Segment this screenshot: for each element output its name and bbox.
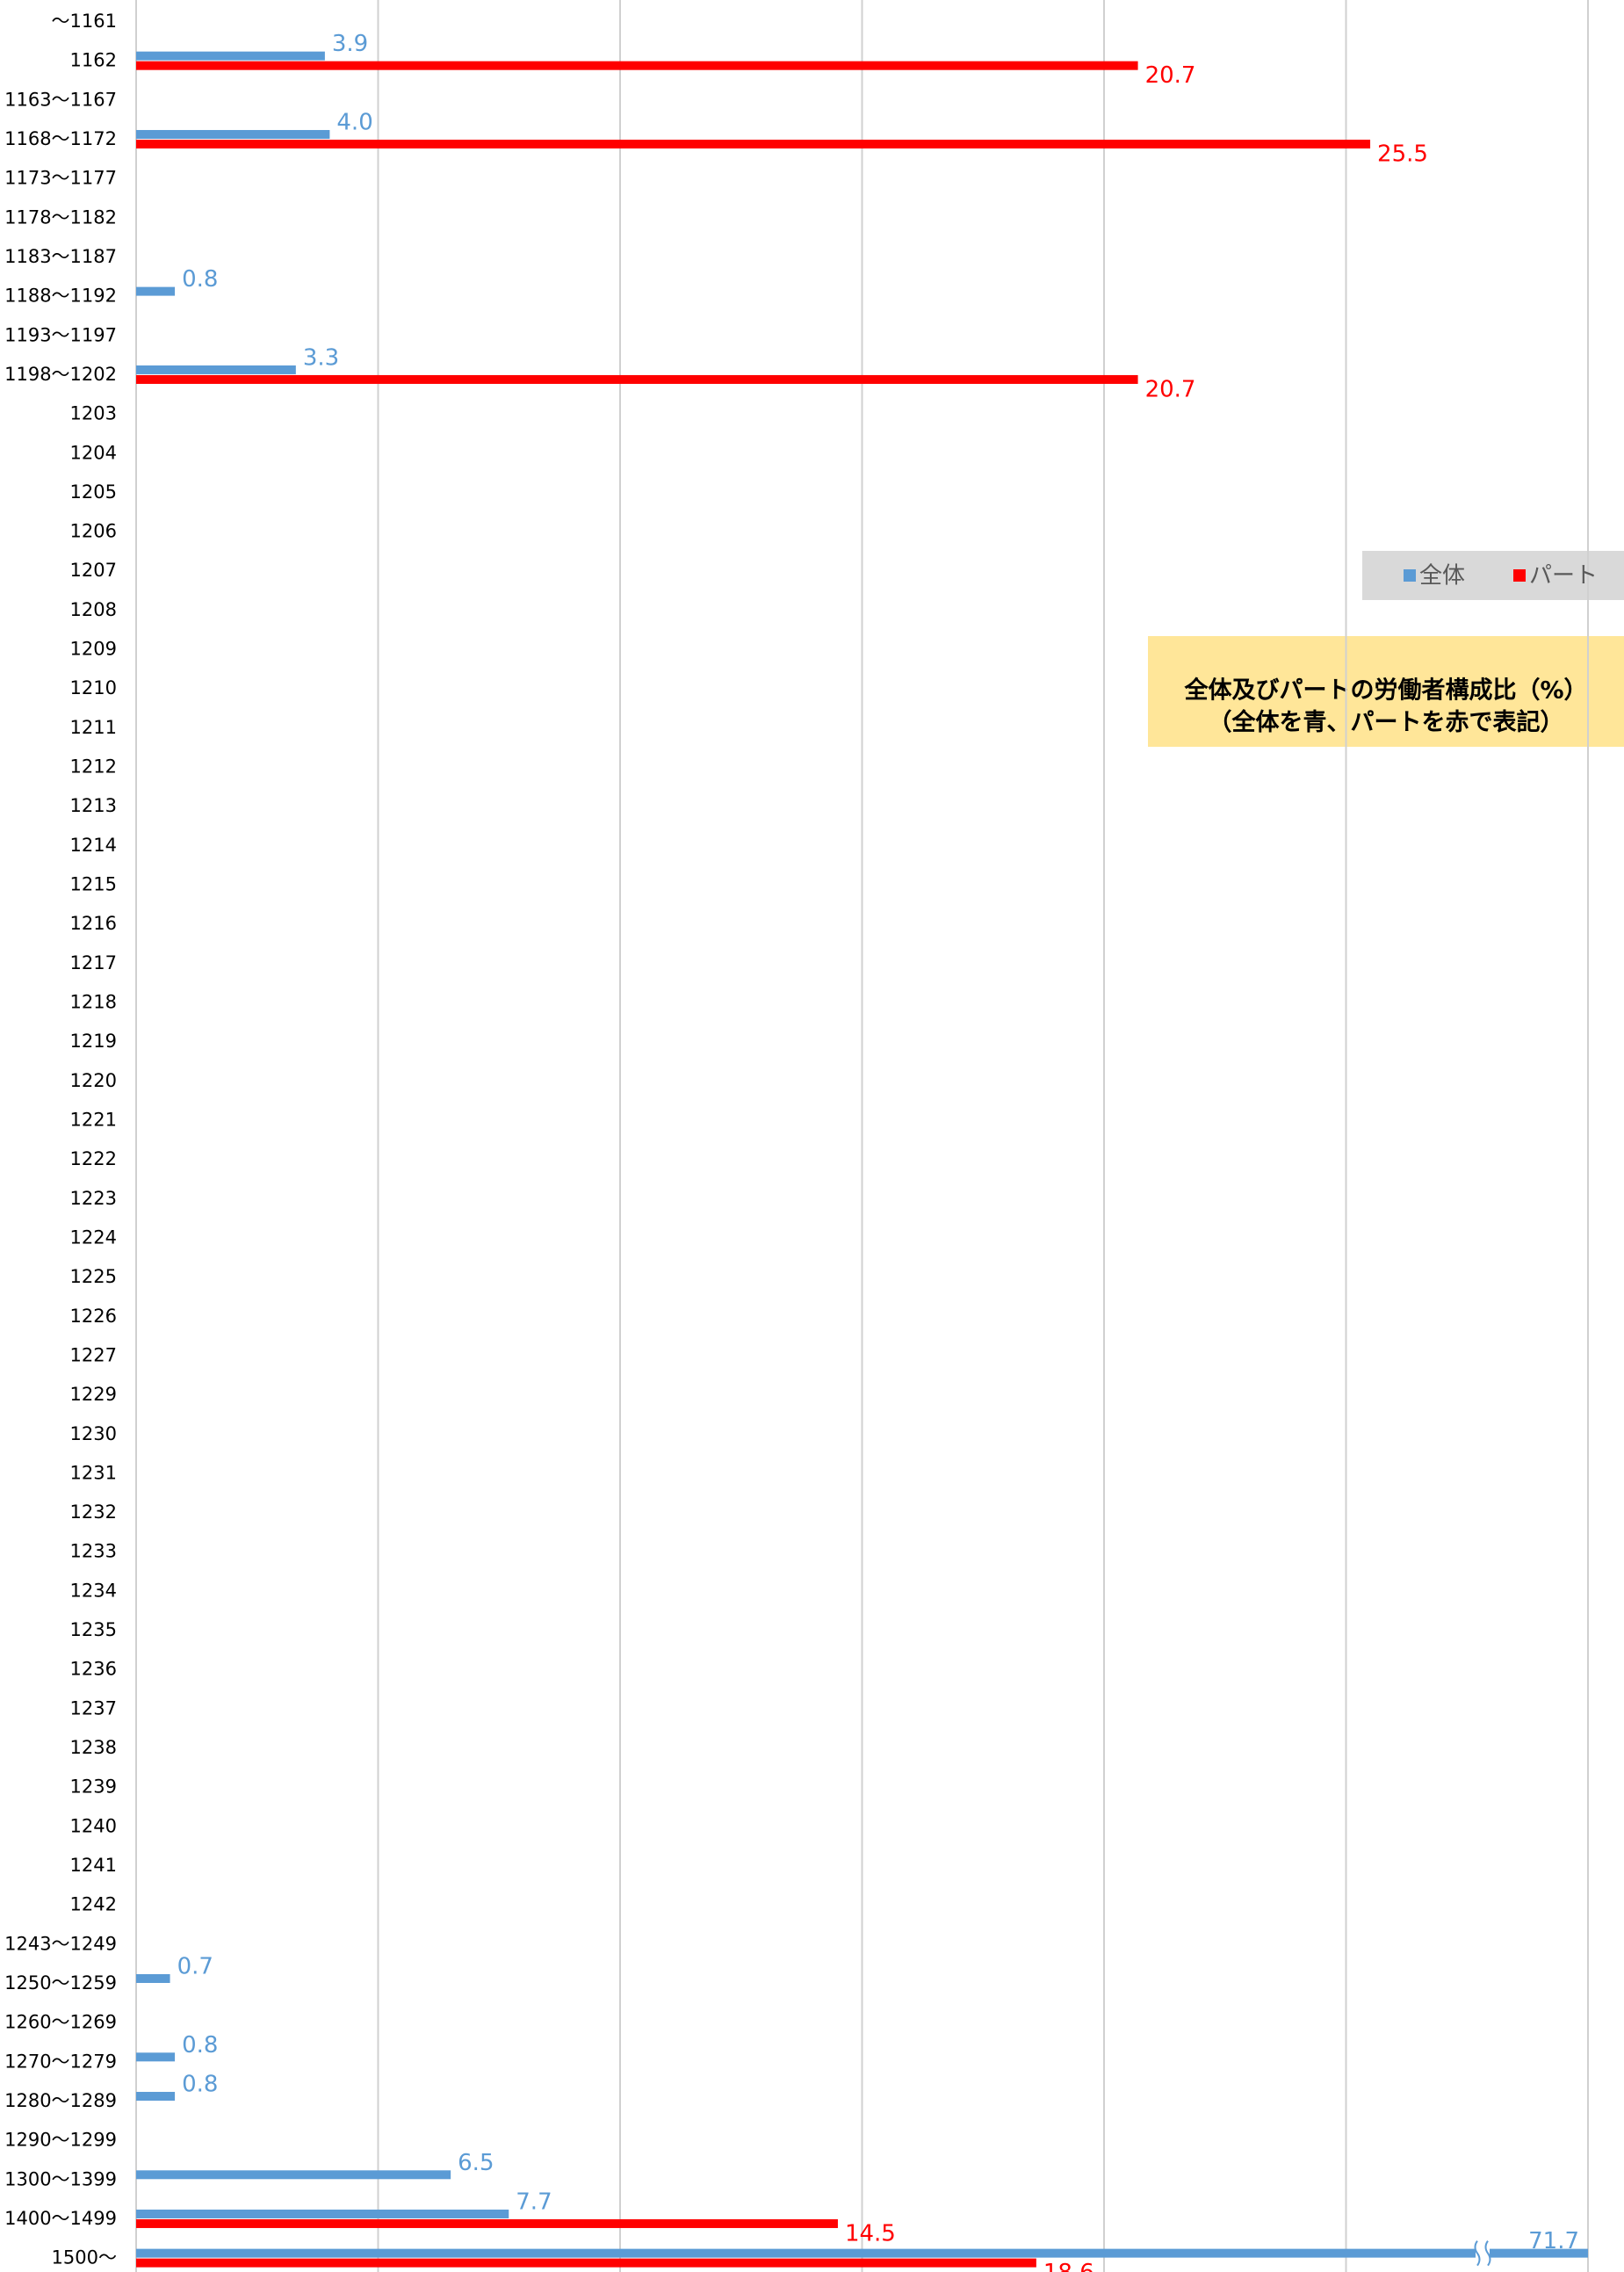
y-tick-label: 1207 xyxy=(70,560,117,581)
bar xyxy=(136,365,296,374)
y-tick-label: 1231 xyxy=(70,1462,117,1483)
data-label: 25.5 xyxy=(1377,141,1428,167)
y-tick-label: 1214 xyxy=(70,835,117,856)
y-tick-label: 1230 xyxy=(70,1423,117,1444)
y-tick-label: 1242 xyxy=(70,1894,117,1915)
y-tick-label: 1178～1182 xyxy=(4,206,117,228)
annotation: （全体を青、パートを赤で表記） xyxy=(1209,708,1564,736)
y-tick-label: 1206 xyxy=(70,521,117,542)
y-tick-label: 1243～1249 xyxy=(4,1933,117,1954)
data-label: 20.7 xyxy=(1145,62,1196,89)
y-tick-label: 1213 xyxy=(70,795,117,816)
data-label: 14.5 xyxy=(845,2220,896,2247)
y-tick-label: 1227 xyxy=(70,1344,117,1365)
legend-swatch xyxy=(1404,569,1416,582)
y-tick-label: 1260～1269 xyxy=(4,2012,117,2033)
y-tick-label: 1290～1299 xyxy=(4,2130,117,2151)
y-tick-label: 1500～ xyxy=(52,2247,117,2268)
y-tick-label: 1250～1259 xyxy=(4,1972,117,1993)
y-tick-label: 1223 xyxy=(70,1188,117,1209)
y-tick-label: 1236 xyxy=(70,1659,117,1680)
y-tick-label: 1215 xyxy=(70,874,117,895)
legend-label: 全体 xyxy=(1419,563,1465,590)
y-tick-label: 1188～1192 xyxy=(4,286,117,307)
y-tick-label: 1239 xyxy=(70,1776,117,1798)
y-tick-label: 1238 xyxy=(70,1737,117,1758)
y-tick-label: 1211 xyxy=(70,717,117,738)
y-tick-label: 1300～1399 xyxy=(4,2168,117,2189)
data-label: 7.7 xyxy=(516,2189,552,2215)
data-label: 3.3 xyxy=(303,344,339,371)
y-tick-label: 1219 xyxy=(70,1031,117,1052)
bar xyxy=(136,2218,838,2228)
bar xyxy=(136,51,325,61)
y-tick-label: 1210 xyxy=(70,677,117,698)
y-tick-label: 1232 xyxy=(70,1501,117,1523)
bar xyxy=(136,286,176,296)
y-tick-label: 1234 xyxy=(70,1580,117,1601)
data-label: 18.6 xyxy=(1043,2260,1094,2272)
y-tick-label: 1173～1177 xyxy=(4,168,117,189)
data-label: 0.7 xyxy=(177,1954,213,1980)
y-tick-label: 1162 xyxy=(70,50,117,71)
y-tick-label: 1193～1197 xyxy=(4,324,117,345)
axis-break xyxy=(1474,2240,1491,2267)
y-tick-label: 1212 xyxy=(70,756,117,778)
bar xyxy=(136,2248,1588,2258)
y-tick-label: 1280～1289 xyxy=(4,2090,117,2111)
y-tick-label: 1221 xyxy=(70,1109,117,1130)
y-tick-label: 1209 xyxy=(70,639,117,660)
data-label: 71.7 xyxy=(1528,2228,1579,2254)
bar xyxy=(136,2170,451,2180)
y-tick-label: 1208 xyxy=(70,599,117,620)
data-label: 0.8 xyxy=(182,266,218,293)
y-tick-label: 1226 xyxy=(70,1306,117,1327)
y-tick-label: 1233 xyxy=(70,1541,117,1562)
data-label: 3.9 xyxy=(332,31,368,57)
y-tick-label: 1198～1202 xyxy=(4,364,117,385)
y-tick-label: 1270～1279 xyxy=(4,2051,117,2072)
y-tick-label: 1217 xyxy=(70,952,117,973)
bar xyxy=(136,61,1138,70)
data-label: 0.8 xyxy=(182,2032,218,2059)
bar xyxy=(136,374,1138,384)
y-tick-label: 1183～1187 xyxy=(4,246,117,267)
annotation: 全体及びパートの労働者構成比（%） xyxy=(1183,677,1587,705)
y-tick-label: 1235 xyxy=(70,1619,117,1640)
y-tick-label: 1400～1499 xyxy=(4,2208,117,2229)
y-tick-label: 1224 xyxy=(70,1226,117,1248)
data-label: 0.8 xyxy=(182,2071,218,2097)
y-tick-label: 1205 xyxy=(70,481,117,503)
y-tick-label: 1220 xyxy=(70,1070,117,1091)
bar xyxy=(136,2258,1036,2268)
y-tick-label: 1216 xyxy=(70,913,117,934)
bar xyxy=(136,1974,170,1983)
bar xyxy=(136,2091,176,2101)
bar xyxy=(136,2209,509,2218)
y-tick-label: 1168～1172 xyxy=(4,128,117,149)
y-tick-label: 1218 xyxy=(70,992,117,1013)
bar xyxy=(136,139,1371,148)
y-tick-label: 1204 xyxy=(70,442,117,463)
y-tick-label: 1237 xyxy=(70,1697,117,1718)
legend-swatch xyxy=(1513,569,1526,582)
y-tick-label: 1241 xyxy=(70,1855,117,1876)
data-label: 6.5 xyxy=(458,2150,494,2176)
bar xyxy=(136,2052,176,2062)
y-tick-label: 1229 xyxy=(70,1384,117,1405)
y-tick-label: 1163～1167 xyxy=(4,89,117,110)
annotation-box xyxy=(1148,636,1624,747)
y-tick-label: 1225 xyxy=(70,1266,117,1287)
y-tick-label: 1222 xyxy=(70,1148,117,1169)
y-tick-label: 1203 xyxy=(70,403,117,424)
y-tick-label: 1240 xyxy=(70,1815,117,1836)
data-label: 20.7 xyxy=(1145,376,1196,402)
data-label: 4.0 xyxy=(336,109,372,135)
bar xyxy=(136,129,330,139)
legend-label: パート xyxy=(1529,563,1598,590)
y-tick-label: ～1161 xyxy=(52,11,117,32)
